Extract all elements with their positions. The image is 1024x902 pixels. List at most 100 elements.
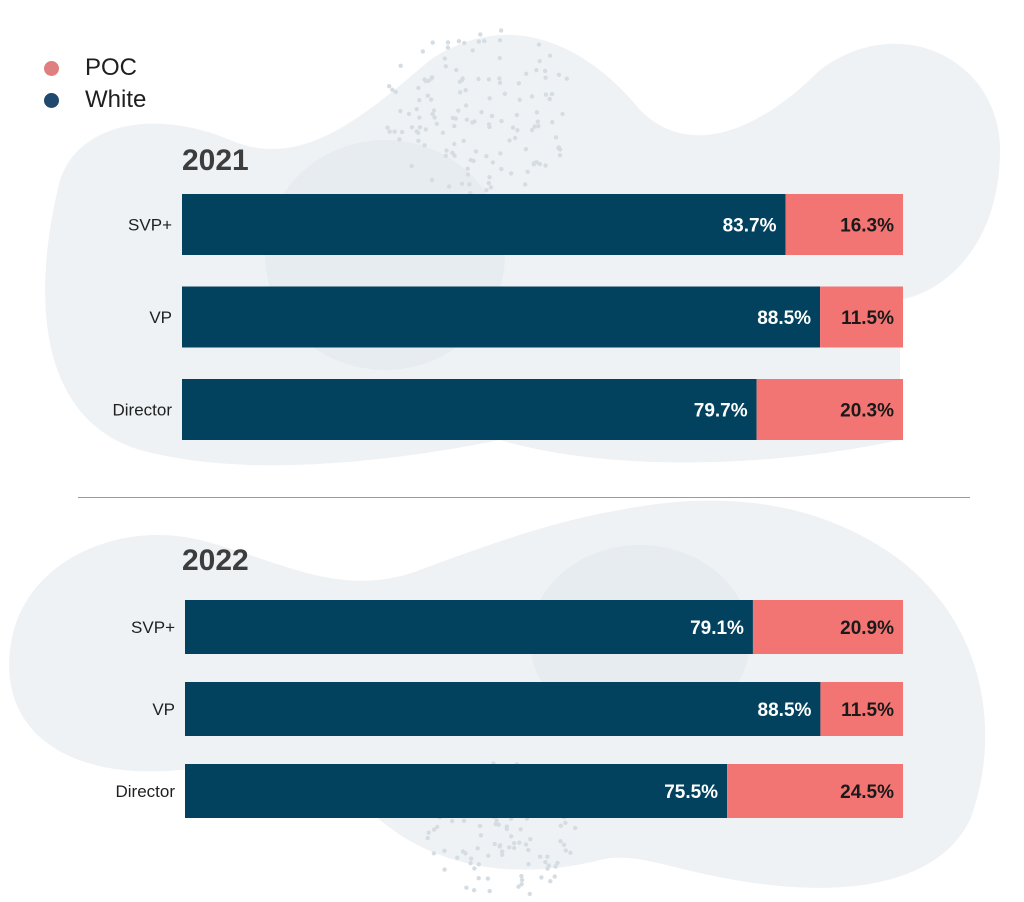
- bg-dot: [430, 40, 435, 45]
- bg-dot: [511, 845, 517, 851]
- bg-dot: [532, 124, 537, 129]
- bg-dot: [398, 108, 403, 114]
- bg-dot: [508, 171, 514, 176]
- data-label-poc: 16.3%: [840, 216, 894, 237]
- bg-dot: [537, 854, 543, 859]
- bar-white-vp: [182, 286, 821, 348]
- bg-dot: [468, 157, 473, 163]
- bg-dot: [398, 63, 403, 68]
- bg-dot: [516, 81, 521, 86]
- bg-dot: [477, 823, 483, 829]
- bg-dot: [467, 182, 472, 187]
- bg-dot: [523, 147, 529, 152]
- bg-dot: [543, 163, 548, 168]
- bg-dot: [468, 861, 473, 866]
- bg-dot: [450, 150, 455, 155]
- chart-2021: SVP+ 83.7% 16.3% VP 88.5% 11.5% Director 79.7% 2…: [112, 194, 903, 440]
- bg-dot: [502, 91, 508, 97]
- bg-dot: [444, 148, 449, 153]
- bg-dot: [406, 111, 412, 117]
- bg-dot: [547, 96, 552, 102]
- bg-dot: [470, 48, 475, 53]
- bg-dot: [529, 127, 535, 133]
- bg-dot: [473, 149, 479, 154]
- bg-dot: [553, 135, 559, 140]
- bg-dot: [445, 45, 451, 50]
- bar-white-director: [185, 764, 728, 818]
- bg-dot: [456, 108, 461, 113]
- bg-dot: [442, 867, 447, 872]
- bg-dot: [555, 860, 560, 866]
- bg-dot: [523, 182, 528, 187]
- bar-white-director: [182, 379, 757, 440]
- data-label-white: 83.7%: [723, 216, 777, 237]
- bg-dot: [545, 854, 550, 859]
- bg-dot: [510, 125, 516, 130]
- chart-title-2022: 2022: [182, 544, 249, 577]
- bg-dot: [497, 55, 502, 61]
- bg-dot: [529, 94, 535, 99]
- bg-dot: [488, 185, 494, 190]
- bg-dot: [535, 119, 540, 124]
- bg-dot: [534, 110, 540, 115]
- bg-dot: [492, 841, 497, 847]
- bg-dot: [536, 42, 542, 47]
- bg-dot: [429, 76, 434, 81]
- bg-dot: [496, 822, 501, 827]
- bg-dot: [519, 882, 524, 887]
- bg-dot: [490, 160, 496, 165]
- bg-dot: [485, 876, 491, 881]
- bg-dot: [443, 64, 448, 69]
- bar-poc-vp: [820, 286, 903, 348]
- bg-dot: [524, 71, 529, 77]
- bg-dot: [463, 851, 468, 856]
- bg-dot: [462, 40, 467, 46]
- bg-dot: [470, 120, 475, 125]
- bg-dot: [393, 89, 398, 95]
- bg-dot: [416, 138, 421, 143]
- bg-dot: [537, 58, 542, 64]
- poc-dot-icon: [44, 60, 59, 76]
- bg-dot: [435, 824, 440, 830]
- bg-dot: [539, 875, 544, 880]
- bg-dot: [547, 53, 553, 58]
- data-label-white: 88.5%: [758, 700, 812, 721]
- chart-title-2021: 2021: [182, 144, 249, 177]
- bg-dot: [465, 166, 470, 171]
- bar-poc-vp: [820, 682, 903, 736]
- data-label-white: 75.5%: [664, 782, 718, 803]
- bg-dot: [514, 112, 520, 118]
- bg-dot: [385, 125, 390, 130]
- bg-dot: [572, 825, 578, 831]
- bg-dot: [454, 67, 459, 73]
- bg-dot: [456, 39, 462, 44]
- bg-dot: [543, 860, 548, 865]
- bg-dot: [432, 115, 437, 120]
- bg-dot: [564, 76, 569, 81]
- bg-dot: [464, 885, 469, 890]
- bg-dot: [440, 130, 446, 135]
- bg-dot: [463, 103, 469, 108]
- bg-dot: [431, 827, 437, 832]
- bg-dot: [497, 843, 503, 848]
- bg-dot: [476, 76, 481, 82]
- legend-label-white: White: [85, 86, 147, 113]
- bg-dot: [461, 818, 467, 823]
- data-label-poc: 20.9%: [840, 618, 894, 639]
- legend: POC White: [44, 52, 146, 116]
- bg-dot: [445, 40, 451, 45]
- legend-item-white: White: [44, 84, 146, 116]
- bg-dot: [557, 153, 563, 158]
- bg-dot: [476, 39, 481, 44]
- bg-dot: [515, 128, 520, 133]
- bg-dot: [417, 115, 422, 120]
- data-label-white: 88.5%: [757, 308, 811, 329]
- bg-dot: [553, 864, 558, 869]
- bg-dot: [494, 818, 499, 823]
- bg-dot: [498, 151, 503, 156]
- bg-dot: [422, 143, 427, 148]
- bg-dot: [409, 163, 414, 169]
- bg-dot: [476, 876, 481, 881]
- bg-dot: [518, 827, 523, 832]
- bg-dot: [526, 862, 531, 867]
